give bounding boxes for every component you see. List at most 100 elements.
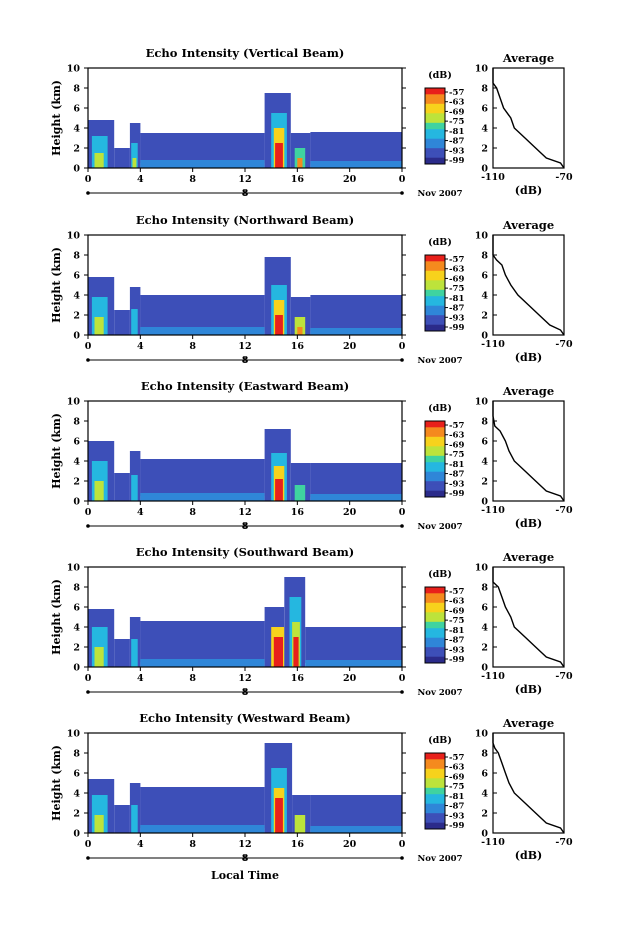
y-tick-label: 2: [73, 809, 80, 820]
y-tick-label: 6: [73, 603, 80, 614]
y-axis-label: Height (km): [50, 745, 63, 821]
heatmap-cell: [275, 143, 283, 168]
heatmap-cell: [310, 161, 402, 168]
colorbar-segment: [425, 825, 445, 830]
colorbar-segment: [425, 258, 445, 262]
heatmap-cell: [140, 459, 265, 496]
x-tick-label: 20: [343, 839, 357, 850]
colorbar-segment: [425, 765, 445, 770]
colorbar-segment: [425, 126, 445, 130]
colorbar-tick-label: -57: [449, 587, 464, 597]
average-x-label: (dB): [515, 683, 542, 696]
colorbar-segment: [425, 781, 445, 786]
colorbar-segment: [425, 762, 445, 767]
heatmap-cell: [114, 148, 130, 168]
date-label: Nov 2007: [418, 356, 463, 366]
x-tick-label: 16: [291, 507, 305, 518]
x-tick-label: 0: [399, 507, 406, 518]
x-tick-label: 16: [291, 839, 305, 850]
colorbar-segment: [425, 634, 445, 639]
x-tick-label: 20: [343, 174, 357, 185]
colorbar-segment: [425, 778, 445, 782]
colorbar-segment: [425, 138, 445, 143]
average-y-tick-label: 4: [481, 789, 488, 800]
colorbar-segment: [425, 787, 445, 792]
x-tick-label: 12: [238, 839, 251, 850]
average-y-tick-label: 10: [475, 397, 489, 408]
heatmap-cell: [305, 660, 402, 667]
heatmap-cell: [293, 637, 299, 667]
colorbar-segment: [425, 113, 445, 117]
colorbar-tick-label: -63: [449, 265, 464, 275]
colorbar-tick-label: -57: [449, 88, 464, 98]
colorbar-segment: [425, 286, 445, 291]
y-tick-label: 0: [73, 663, 80, 674]
average-title: Average: [502, 550, 554, 564]
colorbar-segment: [425, 110, 445, 114]
x-tick-label: 0: [85, 673, 92, 684]
average-x-tick-label: -70: [555, 172, 573, 183]
date-axis-start-dot: [86, 690, 90, 694]
y-tick-label: 8: [73, 251, 80, 262]
heatmap-cell: [131, 639, 138, 667]
average-profile-line: [492, 401, 565, 502]
average-x-tick-label: -110: [481, 172, 505, 183]
colorbar-segment: [425, 784, 445, 789]
colorbar-segment: [425, 609, 445, 613]
average-y-tick-label: 8: [481, 749, 488, 760]
colorbar-segment: [425, 321, 445, 326]
average-frame: [492, 234, 565, 336]
colorbar-segment: [425, 768, 445, 773]
heatmap-cell: [275, 315, 283, 335]
heatmap-cell: [294, 317, 306, 335]
average-y-tick-label: 6: [481, 271, 488, 282]
average-y-tick-label: 8: [481, 583, 488, 594]
heatmap-cell: [131, 143, 138, 168]
colorbar-segment: [425, 640, 445, 645]
colorbar-segment: [425, 753, 445, 757]
x-tick-label: 20: [343, 673, 357, 684]
colorbar-tick-label: -81: [449, 294, 464, 304]
colorbar-frame: [424, 254, 446, 332]
colorbar-segment: [425, 822, 445, 827]
heatmap-cell: [131, 309, 138, 335]
colorbar-segment: [425, 277, 445, 281]
average-x-tick-label: -70: [555, 339, 573, 350]
x-tick-label: 4: [137, 839, 144, 850]
colorbar-segment: [425, 772, 445, 776]
date-axis-end-dot: [400, 856, 404, 860]
average-y-tick-label: 2: [481, 144, 488, 155]
colorbar-segment: [425, 819, 445, 824]
colorbar-segment: [425, 280, 445, 284]
average-y-tick-label: 4: [481, 291, 488, 302]
x-tick-label: 8: [189, 839, 196, 850]
y-tick-label: 2: [73, 477, 80, 488]
x-tick-label: 16: [291, 341, 305, 352]
colorbar-segment: [425, 274, 445, 278]
colorbar-segment: [425, 484, 445, 488]
colorbar-segment: [425, 160, 445, 165]
colorbar-segment: [425, 756, 445, 760]
colorbar-segment: [425, 794, 445, 798]
average-y-tick-label: 2: [481, 809, 488, 820]
heatmap-cell: [140, 621, 265, 662]
average-x-label: (dB): [515, 351, 542, 364]
colorbar-tick-label: -57: [449, 255, 464, 265]
date-axis-end-dot: [400, 524, 404, 528]
date-label: Nov 2007: [418, 522, 463, 532]
colorbar-segment: [425, 154, 445, 159]
colorbar-segment: [425, 596, 445, 601]
average-y-tick-label: 6: [481, 104, 488, 115]
colorbar-segment: [425, 135, 445, 140]
x-tick-label: 8: [189, 673, 196, 684]
heatmap-cell: [131, 475, 138, 501]
colorbar-tick-label: -63: [449, 98, 464, 108]
average-y-tick-label: 6: [481, 769, 488, 780]
colorbar-tick-label: -69: [449, 274, 464, 284]
average-x-tick-label: -110: [481, 671, 505, 682]
heatmap-cell: [94, 815, 104, 833]
day-label: 8: [242, 853, 249, 864]
x-tick-label: 20: [343, 507, 357, 518]
heatmap-cell: [297, 158, 303, 168]
colorbar-tick-label: -69: [449, 606, 464, 616]
